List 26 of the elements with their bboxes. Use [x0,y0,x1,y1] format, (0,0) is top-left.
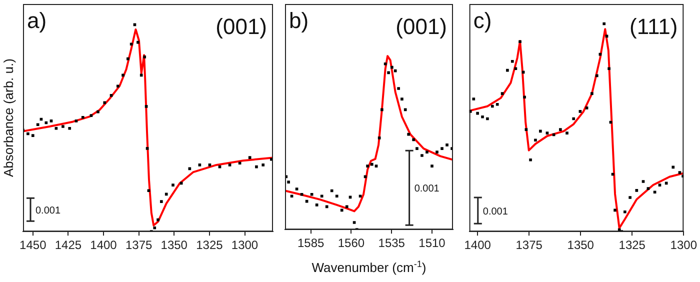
x-tick-label: 1325 [196,238,224,252]
annotation: 0.001 [36,205,61,216]
annotation: a) [27,8,47,33]
x-tick-label: 1450 [20,238,47,252]
y-axis-title: Absorbance (arb. u.) [1,58,16,178]
x-tick-label: 1300 [670,238,698,252]
x-tick-label: 1325 [618,238,646,252]
x-tick-label: 1300 [231,238,258,252]
annotation: (111) [630,14,678,39]
x-tick-label: 1375 [516,238,543,252]
x-tick-label: 1400 [90,238,118,252]
annotation: 0.001 [482,206,508,218]
x-tick-label: 1560 [338,236,365,250]
text: (001) [396,14,447,39]
x-tick-label: 1400 [464,238,492,252]
x-tick-label: 1585 [297,236,325,250]
text: b) [289,8,309,33]
annotation: 0.001 [414,184,440,195]
x-tick-label: 1350 [160,238,188,252]
x-tick-label: 1375 [125,238,152,252]
x-tick-label: 1425 [54,238,82,252]
annotation: (001) [216,14,267,39]
x-tick-label: 1535 [378,236,406,250]
annotation: c) [473,8,492,33]
x-tick-label: 1510 [418,236,446,250]
x-tick-label: 1350 [567,238,594,252]
